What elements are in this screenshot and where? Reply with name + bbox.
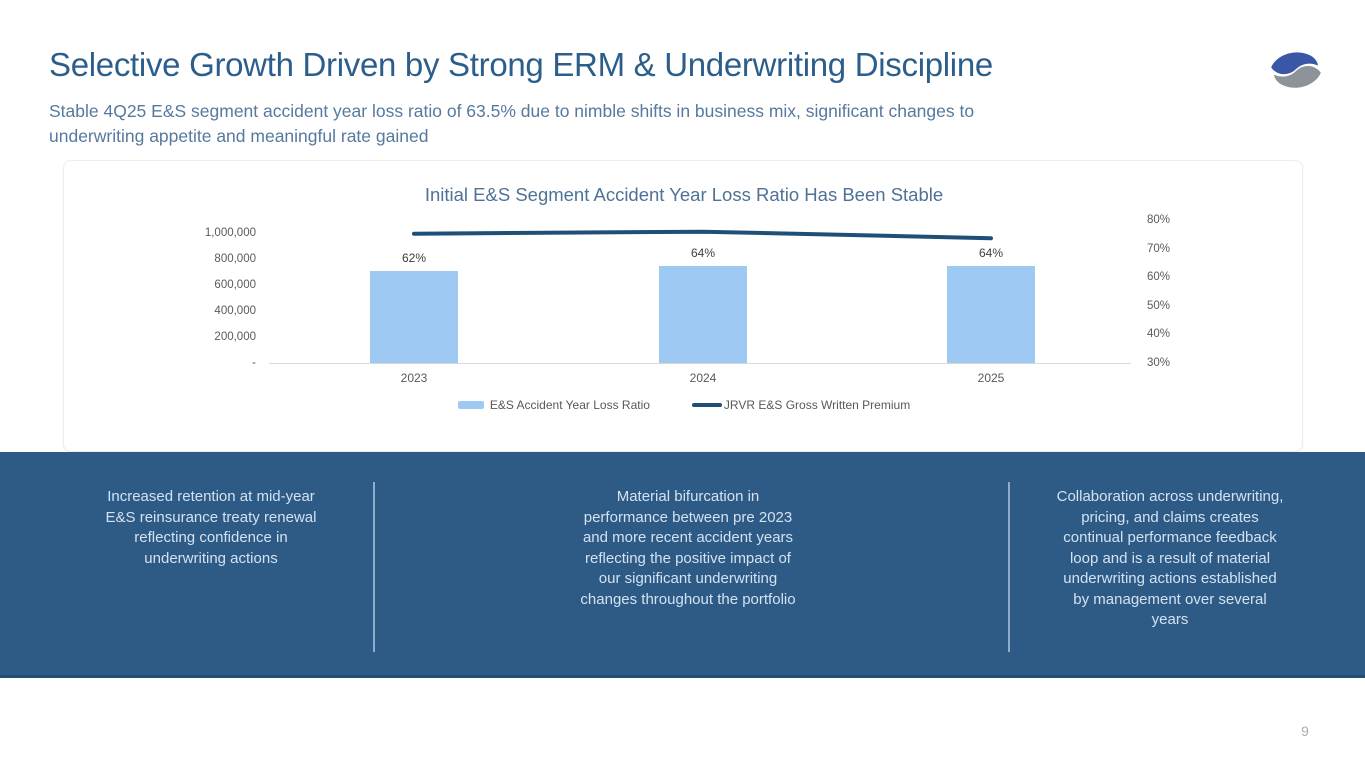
left-axis-tick: 200,000	[214, 331, 256, 343]
key-point-1: Increased retention at mid-year E&S rein…	[105, 488, 317, 567]
band-divider	[373, 482, 375, 652]
category-label: 2023	[400, 371, 428, 385]
legend-label: JRVR E&S Gross Written Premium	[723, 398, 911, 412]
bar-value-label: 64%	[978, 245, 1004, 260]
left-axis-tick: 800,000	[214, 253, 256, 265]
legend-item-premium: JRVR E&S Gross Written Premium	[691, 398, 911, 412]
company-logo-icon	[1271, 52, 1321, 88]
category-label: 2024	[689, 371, 717, 385]
line-swatch-icon	[691, 403, 722, 407]
bar	[659, 265, 747, 363]
chart-card: Initial E&S Segment Accident Year Loss R…	[63, 160, 1303, 452]
chart-title: Initial E&S Segment Accident Year Loss R…	[424, 184, 944, 205]
category-label: 2025	[977, 371, 1005, 385]
bar	[370, 271, 458, 363]
legend-label: E&S Accident Year Loss Ratio	[489, 398, 650, 412]
right-axis-tick: 30%	[1147, 357, 1171, 369]
right-axis-tick: 70%	[1147, 242, 1171, 255]
key-point-2: Material bifurcation in performance betw…	[580, 488, 796, 608]
key-points-band: Increased retention at mid-year E&S rein…	[0, 452, 1365, 678]
right-axis-tick: 60%	[1147, 271, 1171, 284]
bar	[947, 265, 1035, 363]
right-axis-tick: 40%	[1147, 328, 1171, 341]
page-title: Selective Growth Driven by Strong ERM & …	[49, 46, 993, 83]
left-axis-tick: 600,000	[214, 279, 256, 291]
x-axis-line	[269, 363, 1131, 364]
band-divider	[1008, 482, 1010, 652]
right-axis-tick: 80%	[1147, 214, 1171, 226]
legend-item-loss-ratio: E&S Accident Year Loss Ratio	[457, 398, 650, 412]
right-axis-tick: 50%	[1147, 299, 1171, 312]
key-point-3: Collaboration across underwriting, prici…	[1056, 488, 1284, 628]
left-axis-tick: -	[252, 357, 256, 369]
bar-value-label: 64%	[690, 245, 716, 260]
left-axis-tick: 400,000	[214, 305, 256, 317]
page-number: 9	[1301, 723, 1309, 739]
subtitle: Stable 4Q25 E&S segment accident year lo…	[49, 101, 975, 146]
bar-value-label: 62%	[401, 251, 427, 266]
chart-legend: E&S Accident Year Loss Ratio JRVR E&S Gr…	[64, 397, 1304, 413]
left-axis-tick: 1,000,000	[204, 227, 256, 239]
bar-swatch-icon	[457, 401, 484, 409]
